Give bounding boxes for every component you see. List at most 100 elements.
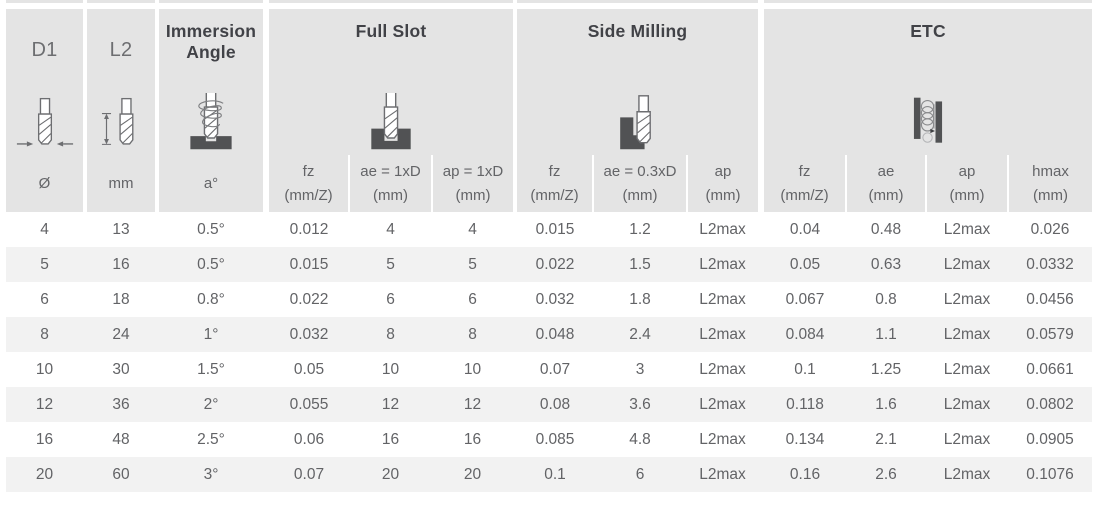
endmill-flute-length-icon <box>101 97 134 145</box>
table-cell: L2max <box>943 325 991 343</box>
table-cell: 10 <box>35 360 54 378</box>
table-cell: L2max <box>699 325 746 343</box>
table-cell: 5 <box>468 255 477 273</box>
table-cell: 6 <box>40 290 49 308</box>
table-cell: 1.1 <box>875 325 897 343</box>
table-cell: 48 <box>112 430 130 448</box>
table-cell: 13 <box>112 220 130 238</box>
table-cell: 36 <box>112 395 130 413</box>
table-cell: 20 <box>35 465 54 483</box>
table-cell: 2.1 <box>875 430 897 448</box>
table-cell: 0.084 <box>785 325 825 343</box>
table-cell: 0.015 <box>535 220 575 238</box>
table-cell: 0.1076 <box>1026 465 1074 483</box>
table-cell: 10 <box>381 360 400 378</box>
table-cell: L2max <box>943 220 991 238</box>
table-cell: L2max <box>943 255 991 273</box>
subheader-diameter: Ø <box>6 155 83 212</box>
column-group-d1: D1 <box>6 9 83 155</box>
table-cell: 0.134 <box>785 430 825 448</box>
table-cell: 1.8 <box>629 290 651 308</box>
group-title-d1: D1 <box>31 39 58 61</box>
table-cell: 0.055 <box>289 395 329 413</box>
table-cell: 2.4 <box>629 325 651 343</box>
table-cell: 0.0456 <box>1026 290 1074 308</box>
table-cell: 18 <box>112 290 130 308</box>
table-cell: 0.022 <box>535 255 575 273</box>
table-row: 16 48 2.5° 0.06 16 16 0.085 4.8 L2max 0.134 2.1 L2m… <box>6 422 1092 457</box>
table-cell: 12 <box>35 395 54 413</box>
table-cell: 12 <box>381 395 400 413</box>
subheader-fullslot-fz: fz (mm/Z) <box>269 155 349 212</box>
table-cell: 0.0332 <box>1026 255 1074 273</box>
subheader-etc-ae: ae (mm) <box>845 155 926 212</box>
column-group-etc: ETC <box>764 9 1092 155</box>
table-cell: 0.1 <box>544 465 566 483</box>
table-cell: 20 <box>463 465 482 483</box>
subheader-sidemilling-ap: ap (mm) <box>686 155 758 212</box>
table-cell: 1.25 <box>870 360 902 378</box>
table-cell: 4 <box>386 220 395 238</box>
table-cell: 0.0802 <box>1026 395 1074 413</box>
table-cell: 0.48 <box>870 220 902 238</box>
table-cell: 8 <box>40 325 49 343</box>
header-spacer <box>6 3 1092 9</box>
table-cell: 3 <box>635 360 645 378</box>
table-cell: 8 <box>468 325 477 343</box>
table-cell: 0.015 <box>289 255 329 273</box>
table-cell: 60 <box>112 465 130 483</box>
table-cell: 0.5° <box>197 220 225 238</box>
table-cell: 0.0661 <box>1026 360 1074 378</box>
table-cell: 0.012 <box>289 220 329 238</box>
subheader-length-mm: mm <box>87 155 155 212</box>
table-row: 4 13 0.5° 0.012 4 4 0.015 1.2 L2max 0.04 0.48 L2max… <box>6 212 1092 247</box>
table-row: 20 60 3° 0.07 20 20 0.1 6 L2max 0.16 2.6 L2max 0.107… <box>6 457 1092 492</box>
table-cell: 0.04 <box>789 220 821 238</box>
table-cell: 30 <box>112 360 130 378</box>
table-cell: 0.026 <box>1030 220 1070 238</box>
table-cell: 1.5 <box>629 255 651 273</box>
table-cell: 0.1 <box>794 360 816 378</box>
group-title-side-milling: Side Milling <box>587 21 688 41</box>
table-cell: 2.5° <box>197 430 225 448</box>
table-cell: 0.0579 <box>1026 325 1074 343</box>
table-cell: L2max <box>943 465 991 483</box>
cutting-conditions-table: D1 L2 <box>6 0 1092 492</box>
table-cell: 16 <box>112 255 130 273</box>
table-cell: 0.032 <box>535 290 575 308</box>
table-cell: L2max <box>699 220 746 238</box>
table-cell: L2max <box>699 395 746 413</box>
table-cell: L2max <box>699 465 746 483</box>
group-title-full-slot: Full Slot <box>355 21 427 41</box>
endmill-diameter-icon <box>16 97 73 147</box>
full-slot-icon <box>371 93 411 150</box>
group-title-immersion-angle: Immersion Angle <box>165 21 257 62</box>
table-cell: 16 <box>381 430 400 448</box>
table-cell: 1.6 <box>875 395 897 413</box>
group-title-l2: L2 <box>109 39 133 61</box>
side-milling-icon <box>619 95 651 150</box>
table-cell: 0.05 <box>293 360 325 378</box>
table-header: D1 L2 <box>6 0 1092 212</box>
table-cell: L2max <box>943 290 991 308</box>
table-body: 4 13 0.5° 0.012 4 4 0.015 1.2 L2max 0.04 0.48 L2max… <box>6 212 1092 492</box>
column-group-full-slot: Full Slot <box>269 9 513 155</box>
table-cell: 5 <box>40 255 49 273</box>
table-cell: 10 <box>463 360 482 378</box>
table-cell: 1° <box>203 325 219 343</box>
table-cell: 6 <box>635 465 645 483</box>
table-row: 10 30 1.5° 0.05 10 10 0.07 3 L2max 0.1 1.25 L2max 0.… <box>6 352 1092 387</box>
table-cell: 16 <box>35 430 54 448</box>
subheader-fullslot-ap: ap = 1xD (mm) <box>431 155 513 212</box>
subheader-etc-ap: ap (mm) <box>925 155 1008 212</box>
table-cell: 2.6 <box>875 465 897 483</box>
top-edge-strip <box>6 0 1092 3</box>
table-cell: L2max <box>699 360 746 378</box>
subheader-etc-fz: fz (mm/Z) <box>764 155 846 212</box>
group-title-etc: ETC <box>910 21 946 41</box>
table-cell: 0.63 <box>870 255 902 273</box>
table-cell: 0.118 <box>786 395 824 413</box>
table-cell: 0.06 <box>293 430 325 448</box>
table-cell: 0.8° <box>197 290 225 308</box>
